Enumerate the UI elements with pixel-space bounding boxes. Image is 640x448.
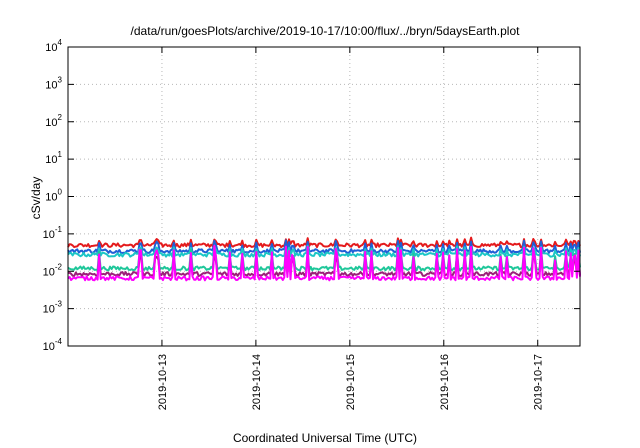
y-tick-label: 104 bbox=[45, 38, 62, 54]
y-tick-label: 102 bbox=[45, 113, 62, 129]
y-tick-exponent: -4 bbox=[55, 337, 63, 346]
y-tick-label: 10-4 bbox=[43, 337, 63, 353]
y-axis-label: cSv/day bbox=[29, 177, 43, 220]
y-tick-base: 10 bbox=[45, 117, 57, 129]
y-tick-base: 10 bbox=[43, 229, 55, 241]
y-tick-base: 10 bbox=[45, 192, 57, 204]
y-tick-label: 100 bbox=[45, 188, 62, 204]
y-tick-exponent: 1 bbox=[58, 150, 63, 159]
y-tick-base: 10 bbox=[43, 266, 55, 278]
y-tick-label: 10-1 bbox=[43, 225, 63, 241]
series-line-0 bbox=[67, 236, 581, 249]
x-tick-label: 2019-10-14 bbox=[251, 354, 263, 410]
series-lines bbox=[67, 236, 581, 282]
x-tick-labels: 2019-10-13 2019-10-14 2019-10-15 2019-10-16… bbox=[157, 354, 545, 410]
y-tick-exponent: 2 bbox=[58, 113, 63, 122]
series-line-5 bbox=[67, 244, 581, 282]
y-tick-base: 10 bbox=[43, 341, 55, 353]
grid-lines bbox=[68, 47, 580, 346]
x-tick-label: 2019-10-17 bbox=[533, 354, 545, 410]
x-axis-label: Coordinated Universal Time (UTC) bbox=[233, 431, 417, 445]
y-tick-base: 10 bbox=[45, 154, 57, 166]
y-tick-exponent: -2 bbox=[55, 262, 63, 271]
y-tick-label: 10-3 bbox=[43, 300, 63, 316]
x-tick-label: 2019-10-16 bbox=[439, 354, 451, 410]
y-tick-base: 10 bbox=[45, 42, 57, 54]
y-tick-label: 101 bbox=[45, 150, 62, 166]
y-tick-base: 10 bbox=[43, 304, 55, 316]
y-tick-exponent: -3 bbox=[55, 300, 63, 309]
y-tick-base: 10 bbox=[45, 79, 57, 91]
chart-title: /data/run/goesPlots/archive/2019-10-17/1… bbox=[131, 24, 521, 38]
axis-ticks bbox=[68, 46, 580, 347]
y-tick-exponent: 3 bbox=[58, 75, 63, 84]
series-line-2 bbox=[67, 244, 581, 258]
y-tick-label: 103 bbox=[45, 75, 62, 91]
y-tick-exponent: 4 bbox=[58, 38, 63, 47]
series-line-1 bbox=[67, 239, 581, 254]
y-tick-label: 10-2 bbox=[43, 262, 63, 278]
x-tick-label: 2019-10-13 bbox=[157, 354, 169, 410]
y-tick-exponent: 0 bbox=[58, 188, 63, 197]
x-tick-label: 2019-10-15 bbox=[345, 354, 357, 410]
y-tick-exponent: -1 bbox=[55, 225, 63, 234]
